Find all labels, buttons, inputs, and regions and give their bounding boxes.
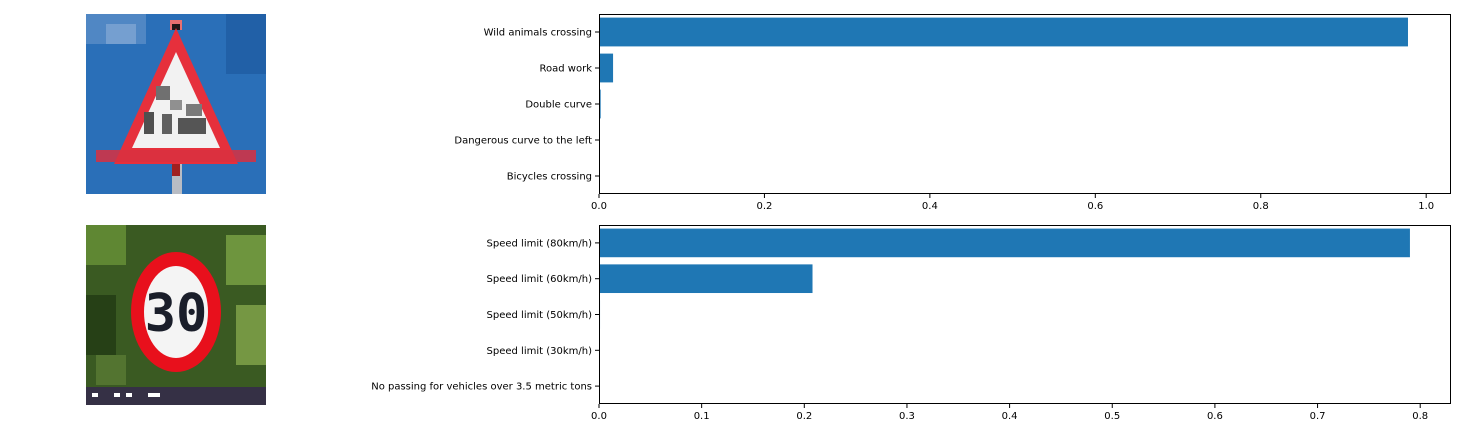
category-label: Road work (540, 64, 593, 75)
category-label: Bicycles crossing (507, 172, 592, 183)
chart-2: Speed limit (80km/h) Speed limit (60km/h)… (371, 225, 1451, 422)
x-tick-label: 0.6 (1087, 201, 1103, 212)
x-tick-label: 0.6 (1207, 411, 1223, 422)
x-tick-label: 0.0 (591, 411, 607, 422)
x-tick-label: 0.8 (1412, 411, 1428, 422)
x-tick-label: 0.3 (899, 411, 915, 422)
x-tick-label: 0.7 (1310, 411, 1326, 422)
x-tick-label: 0.8 (1253, 201, 1269, 212)
x-tick-label: 0.4 (1002, 411, 1018, 422)
x-tick-label: 1.0 (1418, 201, 1434, 212)
bar (599, 228, 1410, 258)
sign-number: 30 (145, 284, 208, 344)
wild-animals-warning-sign-image (86, 14, 266, 194)
category-label: Wild animals crossing (484, 28, 592, 39)
category-label: Speed limit (50km/h) (487, 310, 593, 321)
x-tick-label: 0.2 (756, 201, 772, 212)
category-label: Speed limit (60km/h) (487, 274, 593, 285)
category-label: Speed limit (30km/h) (487, 346, 593, 357)
category-label: Double curve (525, 100, 592, 111)
category-label: No passing for vehicles over 3.5 metric … (371, 382, 592, 393)
chart-1: Wild animals crossing Road work Double cur… (454, 14, 1451, 212)
x-tick-label: 0.0 (591, 201, 607, 212)
x-tick-label: 0.4 (922, 201, 938, 212)
category-label: Speed limit (80km/h) (487, 238, 593, 249)
bar (599, 264, 813, 294)
x-tick-label: 0.1 (694, 411, 710, 422)
bar (599, 17, 1408, 47)
plot-frame (599, 14, 1451, 194)
x-tick-label: 0.5 (1104, 411, 1120, 422)
plot-frame (599, 225, 1451, 404)
x-tick-label: 0.2 (796, 411, 812, 422)
bar (599, 53, 614, 83)
speed-limit-30-sign-image: 30 (86, 225, 266, 405)
category-label: Dangerous curve to the left (454, 136, 592, 147)
